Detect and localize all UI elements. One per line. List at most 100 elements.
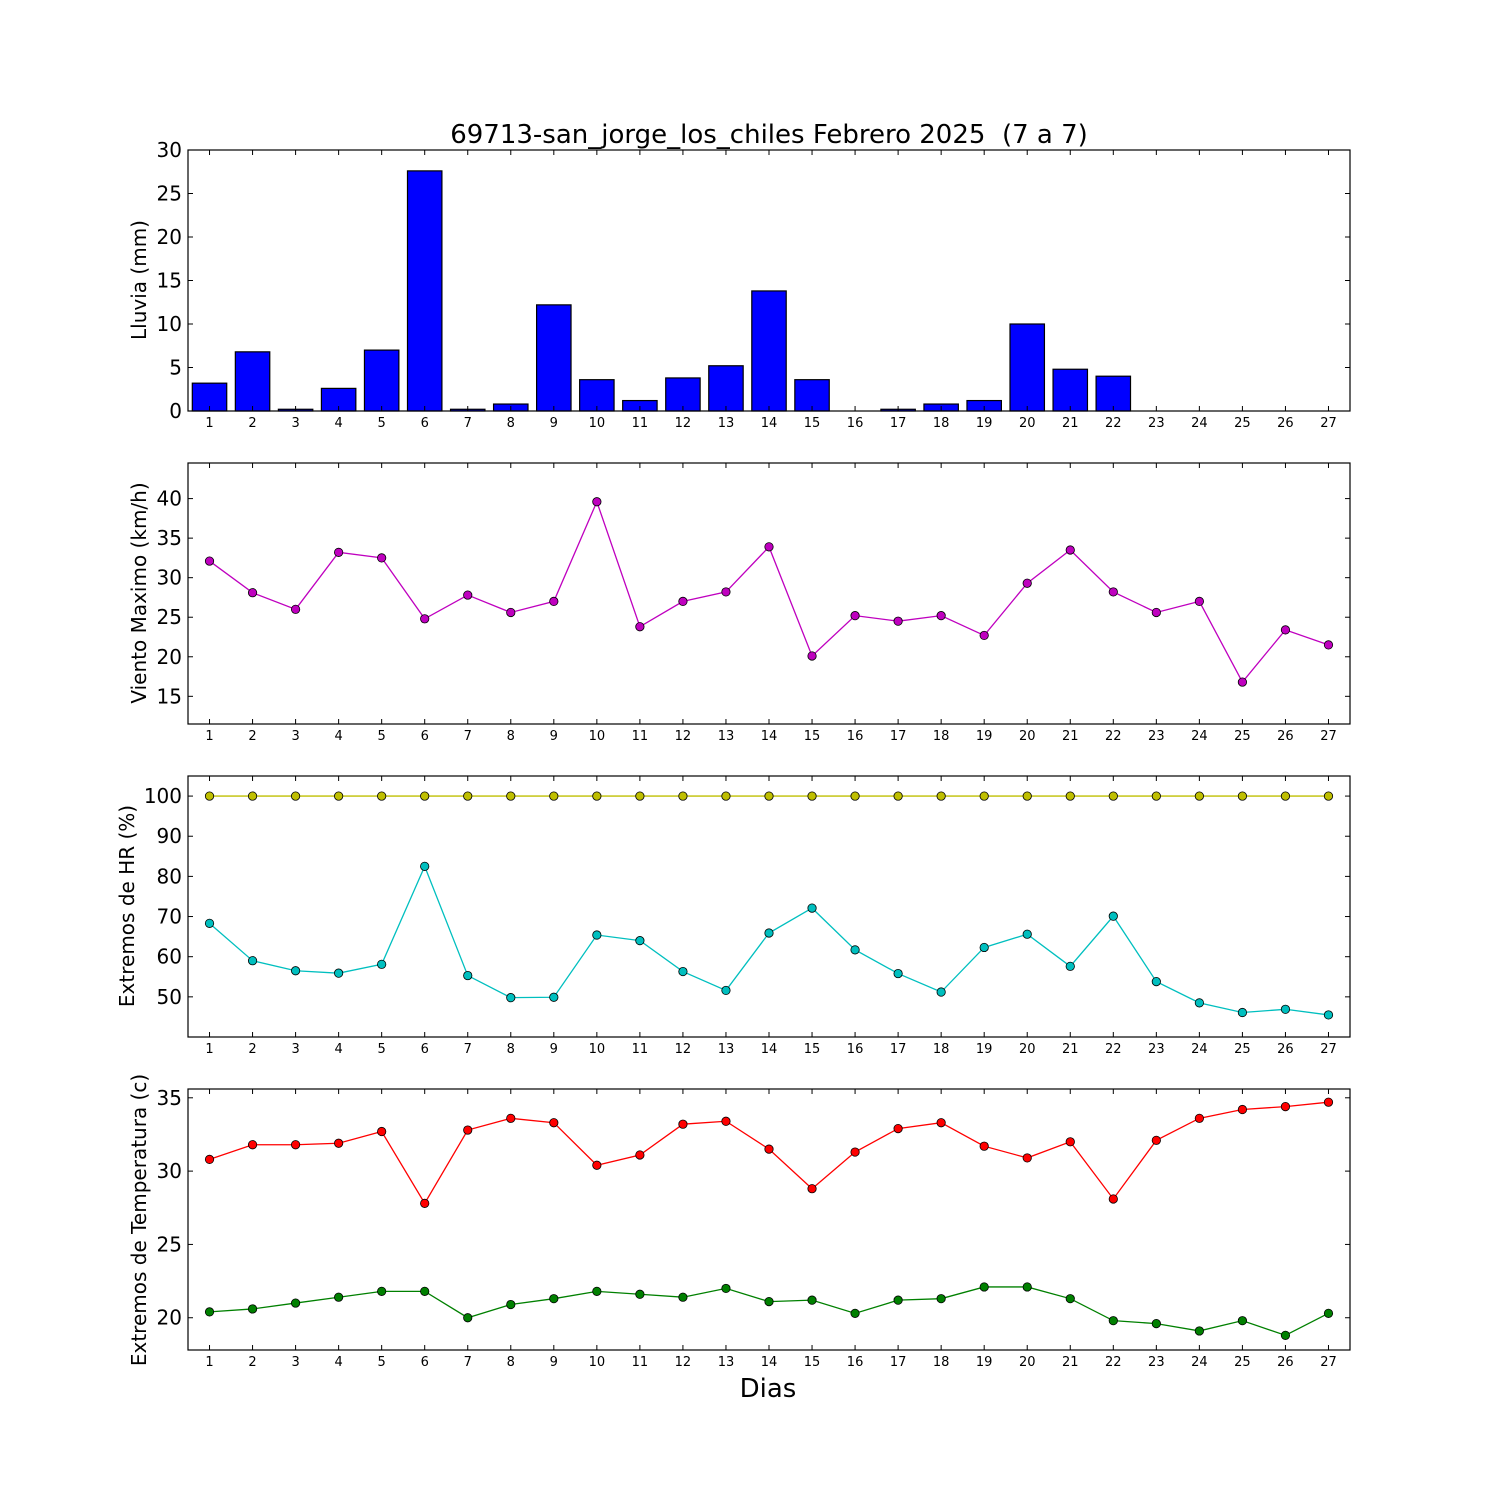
- humidity-series-0-point: [850, 791, 860, 801]
- temperature-series-0-point: [1022, 1153, 1032, 1163]
- humidity-series-1-point: [420, 861, 430, 871]
- humidity-x-tick-label: 27: [1320, 1042, 1337, 1057]
- humidity-series-1-point: [204, 918, 215, 928]
- humidity-x-tick-label: 19: [976, 1042, 993, 1057]
- humidity-series-0-point: [463, 791, 473, 801]
- temperature-series-1-point: [721, 1283, 731, 1294]
- humidity-series-0-point: [936, 791, 946, 801]
- temperature-x-tick-label: 17: [890, 1355, 907, 1370]
- humidity-x-tick-label: 23: [1148, 1042, 1165, 1057]
- humidity-x-tick-label: 15: [804, 1042, 821, 1057]
- wind-series-0-point: [850, 611, 860, 621]
- humidity-series-1-point: [721, 985, 731, 996]
- wind-x-tick-label: 14: [761, 729, 778, 744]
- temperature-series-1-point: [1280, 1330, 1291, 1340]
- humidity-y-axis-label: Extremos de HR (%): [115, 805, 139, 1007]
- humidity-series-1-point: [936, 987, 946, 997]
- humidity-x-tick-label: 2: [248, 1042, 256, 1057]
- rain-bar: [751, 290, 787, 412]
- temperature-series-0-point: [506, 1113, 516, 1123]
- humidity-series-1-point: [850, 945, 860, 955]
- humidity-series-1-point: [1237, 1007, 1248, 1018]
- rain-bar: [794, 379, 830, 412]
- humidity-y-tick-label: 80: [157, 864, 182, 888]
- rain-y-tick-label: 0: [169, 399, 182, 423]
- temperature-series-1-point: [506, 1299, 516, 1310]
- humidity-series-1-point: [635, 936, 645, 946]
- wind-x-tick-label: 24: [1191, 729, 1208, 744]
- wind-x-tick-label: 23: [1148, 729, 1165, 744]
- humidity-series-0-point: [979, 791, 989, 801]
- humidity-x-tick-label: 11: [632, 1042, 649, 1057]
- humidity-x-tick-label: 18: [933, 1042, 950, 1057]
- wind-x-tick-label: 8: [507, 729, 515, 744]
- x-axis-label: Dias: [740, 1374, 797, 1404]
- wind-x-tick-label: 11: [632, 729, 649, 744]
- humidity-series-0-point: [290, 791, 301, 801]
- temperature-x-tick-label: 8: [507, 1355, 515, 1370]
- humidity-x-tick-label: 25: [1234, 1042, 1251, 1057]
- humidity-x-tick-label: 24: [1191, 1042, 1208, 1057]
- temperature-series-0-point: [549, 1118, 559, 1128]
- wind-x-tick-label: 9: [550, 729, 558, 744]
- temperature-x-tick-label: 9: [550, 1355, 558, 1370]
- rain-y-tick-label: 5: [169, 356, 182, 380]
- temperature-x-tick-label: 19: [976, 1355, 993, 1370]
- rain-x-tick-label: 21: [1062, 416, 1079, 431]
- temperature-series-1-point: [1022, 1282, 1032, 1292]
- rain-x-tick-label: 17: [890, 416, 907, 431]
- temperature-series-0-point: [721, 1116, 731, 1126]
- humidity-series-1-point: [1022, 929, 1032, 939]
- temperature-series-1-point: [1323, 1308, 1334, 1318]
- rain-y-tick-label: 25: [157, 182, 182, 206]
- rain-x-tick-label: 10: [589, 416, 606, 431]
- wind-series-0-point: [893, 616, 903, 626]
- temperature-series-1-point: [1151, 1319, 1161, 1329]
- wind-series-0-point: [204, 556, 215, 566]
- wind-series-0-point: [1194, 596, 1204, 607]
- temperature-series-1-point: [334, 1292, 344, 1302]
- temperature-series-1-point: [549, 1294, 559, 1304]
- humidity-x-tick-label: 7: [464, 1042, 472, 1057]
- humidity-series-0-point: [549, 791, 559, 801]
- temperature-series-1-point: [592, 1286, 602, 1296]
- temperature-series-0-point: [764, 1144, 774, 1154]
- temperature-series-0-point: [635, 1150, 645, 1160]
- rain-x-tick-label: 1: [205, 416, 213, 431]
- humidity-series-0-point: [204, 791, 215, 801]
- humidity-series-1-point: [506, 993, 516, 1003]
- temperature-x-tick-label: 25: [1234, 1355, 1251, 1370]
- rain-y-tick-label: 20: [157, 225, 182, 249]
- rain-x-tick-label: 12: [675, 416, 692, 431]
- temperature-y-tick-label: 25: [157, 1232, 182, 1256]
- wind-series-0-point: [377, 553, 387, 563]
- humidity-series-1-point: [463, 970, 473, 981]
- temperature-series-0-point: [290, 1140, 301, 1150]
- rain-y-tick-label: 10: [157, 312, 182, 336]
- humidity-series-1-point: [247, 956, 258, 966]
- temperature-series-0-point: [936, 1118, 946, 1128]
- temperature-x-tick-label: 4: [334, 1355, 342, 1370]
- temperature-series-0-point: [1323, 1097, 1334, 1107]
- wind-series-0-point: [1280, 625, 1291, 635]
- temperature-x-tick-label: 21: [1062, 1355, 1079, 1370]
- humidity-y-tick-label: 100: [144, 784, 182, 808]
- temperature-series-0-point: [1065, 1137, 1075, 1147]
- humidity-y-tick-label: 70: [157, 905, 182, 929]
- rain-y-tick-label: 15: [157, 269, 182, 293]
- humidity-series-1-point: [678, 966, 688, 977]
- temperature-series-1-point: [1065, 1294, 1075, 1304]
- rain-x-tick-label: 27: [1320, 416, 1337, 431]
- humidity-series-0-point: [1323, 791, 1334, 801]
- wind-series-0-point: [936, 611, 946, 621]
- temperature-series-1-point: [204, 1307, 215, 1317]
- temperature-x-tick-label: 13: [718, 1355, 735, 1370]
- humidity-series-1-point: [334, 968, 344, 978]
- temperature-series-0-point: [850, 1147, 860, 1157]
- wind-x-tick-label: 6: [421, 729, 429, 744]
- wind-x-tick-label: 4: [334, 729, 342, 744]
- wind-y-tick-label: 25: [157, 605, 182, 629]
- temperature-x-tick-label: 7: [464, 1355, 472, 1370]
